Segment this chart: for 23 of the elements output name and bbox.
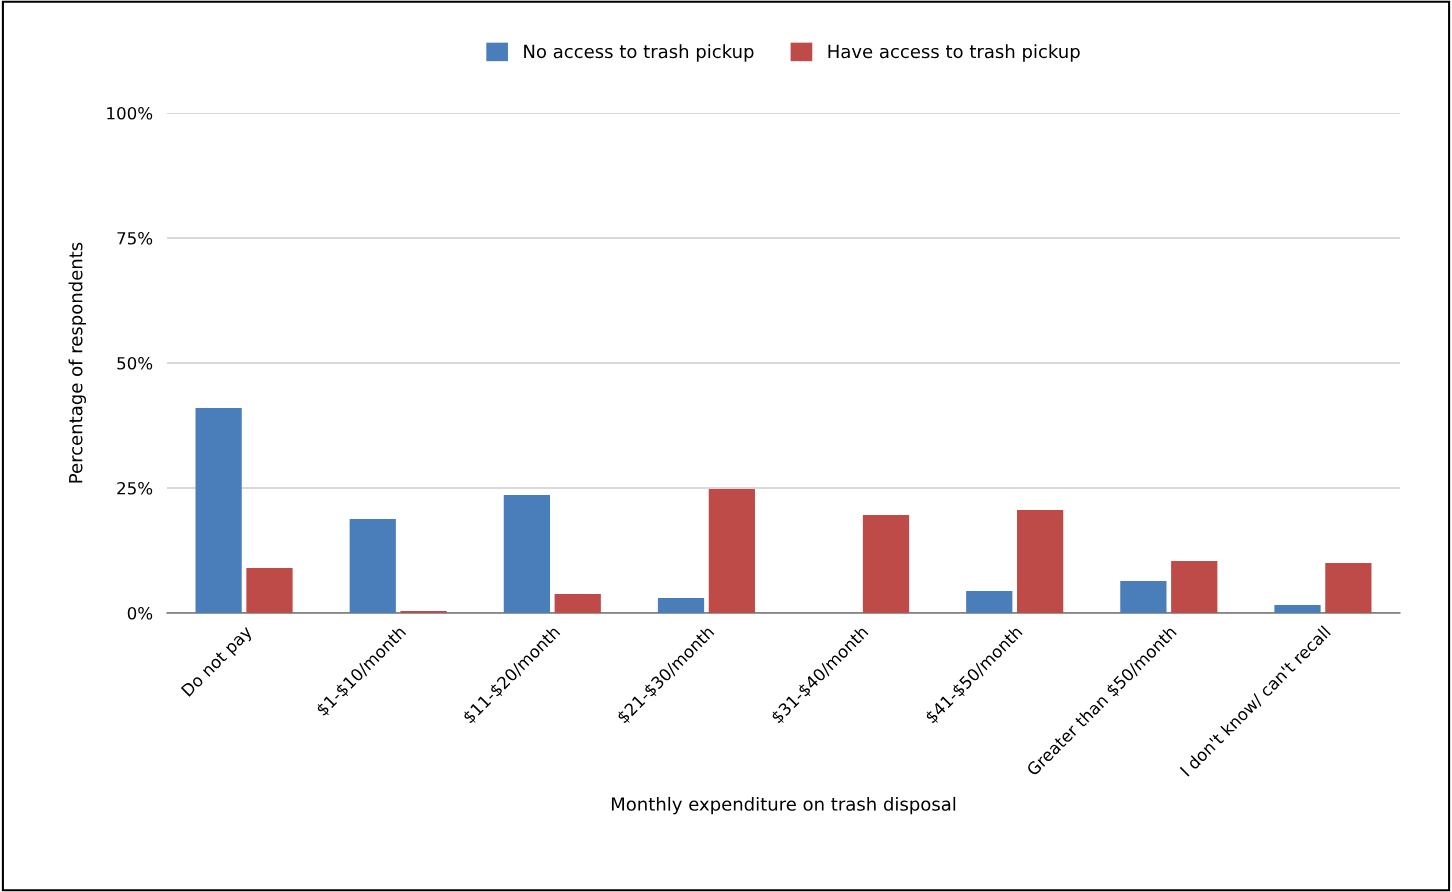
y-tick-label: 50% — [117, 356, 153, 370]
y-axis-title: Percentage of respondents — [68, 242, 87, 483]
bar — [1274, 605, 1321, 613]
bar — [1120, 581, 1167, 613]
bar — [708, 489, 755, 613]
y-tick-label: 100% — [107, 106, 153, 120]
bar — [966, 591, 1013, 613]
bar — [1325, 563, 1372, 613]
y-tick-label: 25% — [117, 481, 153, 495]
x-axis-title: Monthly expenditure on trash disposal — [611, 796, 956, 815]
bar — [503, 495, 550, 613]
legend-label: No access to trash pickup — [524, 44, 754, 62]
bar — [246, 568, 293, 613]
bar — [1017, 510, 1064, 613]
y-tick-label: 0% — [127, 606, 153, 620]
legend-label: Have access to trash pickup — [828, 44, 1080, 62]
bar — [1171, 561, 1218, 613]
bar — [657, 598, 705, 613]
bar — [195, 408, 242, 613]
bar — [554, 594, 601, 613]
y-tick-label: 75% — [117, 231, 153, 245]
bar — [349, 519, 396, 613]
bar — [862, 515, 910, 613]
